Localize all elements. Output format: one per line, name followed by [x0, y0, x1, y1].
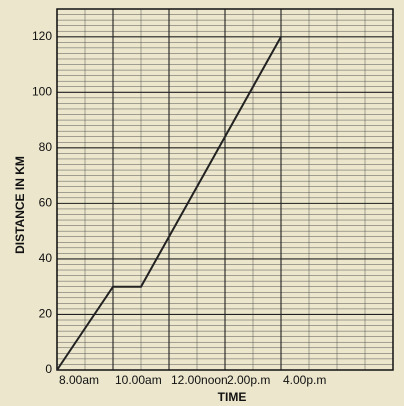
y-tick-label: 60	[39, 196, 53, 210]
y-tick-label: 120	[32, 29, 52, 43]
y-tick-label: 100	[32, 84, 52, 98]
y-tick-label: 80	[39, 140, 53, 154]
x-tick-label: 12.00noon	[171, 373, 228, 387]
data-line	[56, 36, 282, 371]
y-tick-label: 0	[45, 362, 52, 376]
x-tick-label: 8.00am	[59, 373, 99, 387]
x-axis-label: TIME	[218, 390, 247, 404]
y-tick-label: 20	[39, 307, 53, 321]
x-tick-label: 2.00p.m	[227, 373, 270, 387]
x-tick-label: 4.00p.m	[283, 373, 326, 387]
x-tick-label: 10.00am	[115, 373, 162, 387]
plot-frame	[56, 8, 394, 371]
y-tick-label: 40	[39, 251, 53, 265]
y-axis-label: DISTANCE IN KM	[13, 156, 27, 254]
